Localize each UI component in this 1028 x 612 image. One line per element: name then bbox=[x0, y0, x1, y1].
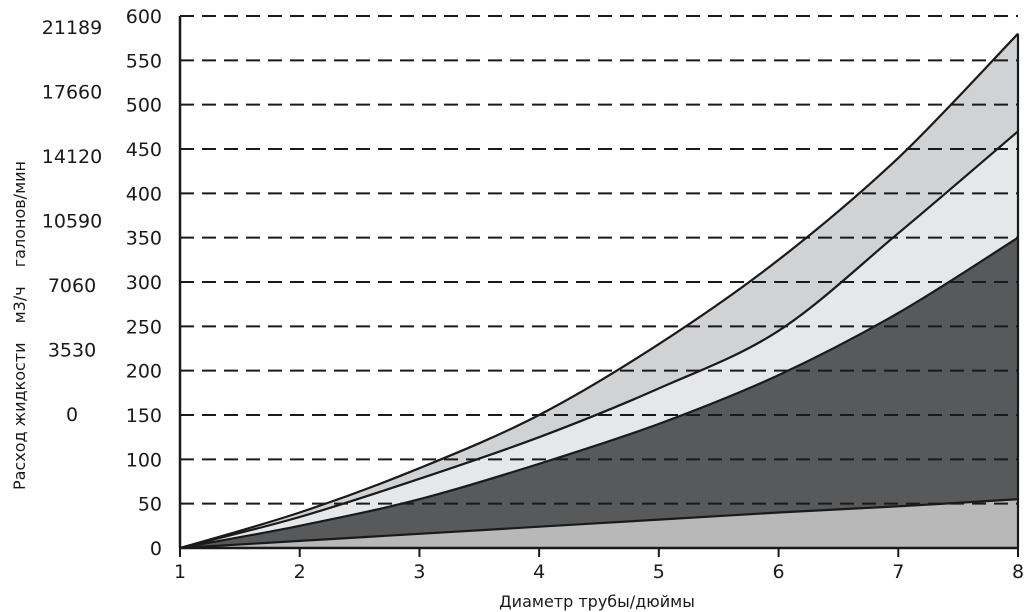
x-tick-label: 4 bbox=[533, 561, 545, 583]
x-tick-label: 7 bbox=[892, 561, 904, 583]
series-line-1 bbox=[179, 498, 1019, 550]
y-tick-label-gal: 10590 bbox=[42, 211, 102, 233]
x-tick-label: 1 bbox=[174, 561, 186, 583]
y-tick-label-gal: 21189 bbox=[42, 17, 102, 39]
y-tick-label-m3: 450 bbox=[126, 139, 162, 161]
svg-text:Расход жидкости м3/ч: Расход жидкости м3/ч галонов/мин bbox=[10, 161, 29, 490]
y-tick-label-m3: 250 bbox=[126, 316, 162, 338]
area-bands bbox=[180, 33, 1018, 549]
y-tick-label-m3: 200 bbox=[126, 361, 162, 383]
y-tick-label-gal: 3530 bbox=[48, 340, 96, 362]
y-tick-labels-m3: 0 50 100 150 200 250 300 350 400 450 500 550 600 bbox=[126, 6, 162, 560]
x-tick-label: 2 bbox=[294, 561, 306, 583]
grid-lines bbox=[180, 15, 1018, 505]
y-tick-label-m3: 0 bbox=[150, 538, 162, 560]
series-curves bbox=[179, 32, 1019, 550]
y-tick-label-m3: 500 bbox=[126, 95, 162, 117]
y-tick-label-m3: 300 bbox=[126, 272, 162, 294]
series-line-4 bbox=[179, 32, 1019, 550]
series-line-2 bbox=[179, 236, 1019, 550]
y-tick-label-m3: 350 bbox=[126, 228, 162, 250]
y-tick-label-m3: 50 bbox=[138, 494, 162, 516]
y-axis-title: Расход жидкости м3/ч галонов/мин bbox=[10, 161, 29, 490]
series-line-3 bbox=[179, 130, 1019, 550]
y-axis-units-gal: галонов/мин bbox=[10, 161, 29, 267]
y-tick-label-m3: 400 bbox=[126, 183, 162, 205]
y-tick-label-m3: 550 bbox=[126, 50, 162, 72]
y-tick-label-m3: 600 bbox=[126, 6, 162, 28]
y-tick-label-gal: 7060 bbox=[48, 275, 96, 297]
y-tick-label-m3: 100 bbox=[126, 449, 162, 471]
x-tick-label: 6 bbox=[773, 561, 785, 583]
y-axis-title-main: Расход жидкости bbox=[10, 343, 29, 491]
x-tick-label: 3 bbox=[413, 561, 425, 583]
y-tick-labels-gal: 0 3530 7060 10590 14120 17660 21189 bbox=[42, 17, 102, 426]
x-tick-label: 8 bbox=[1012, 561, 1024, 583]
x-tick-label: 5 bbox=[653, 561, 665, 583]
area-band-2 bbox=[180, 237, 1018, 548]
y-tick-label-m3: 150 bbox=[126, 405, 162, 427]
y-tick-label-gal: 17660 bbox=[42, 82, 102, 104]
y-tick-label-gal: 0 bbox=[66, 404, 78, 426]
y-axis-units-m3: м3/ч bbox=[10, 286, 29, 323]
axes bbox=[178, 16, 1020, 550]
y-tick-label-gal: 14120 bbox=[42, 146, 102, 168]
x-axis-title: Диаметр трубы/дюймы bbox=[499, 592, 695, 611]
x-tick-labels: 1 2 3 4 5 6 7 8 bbox=[174, 548, 1024, 583]
